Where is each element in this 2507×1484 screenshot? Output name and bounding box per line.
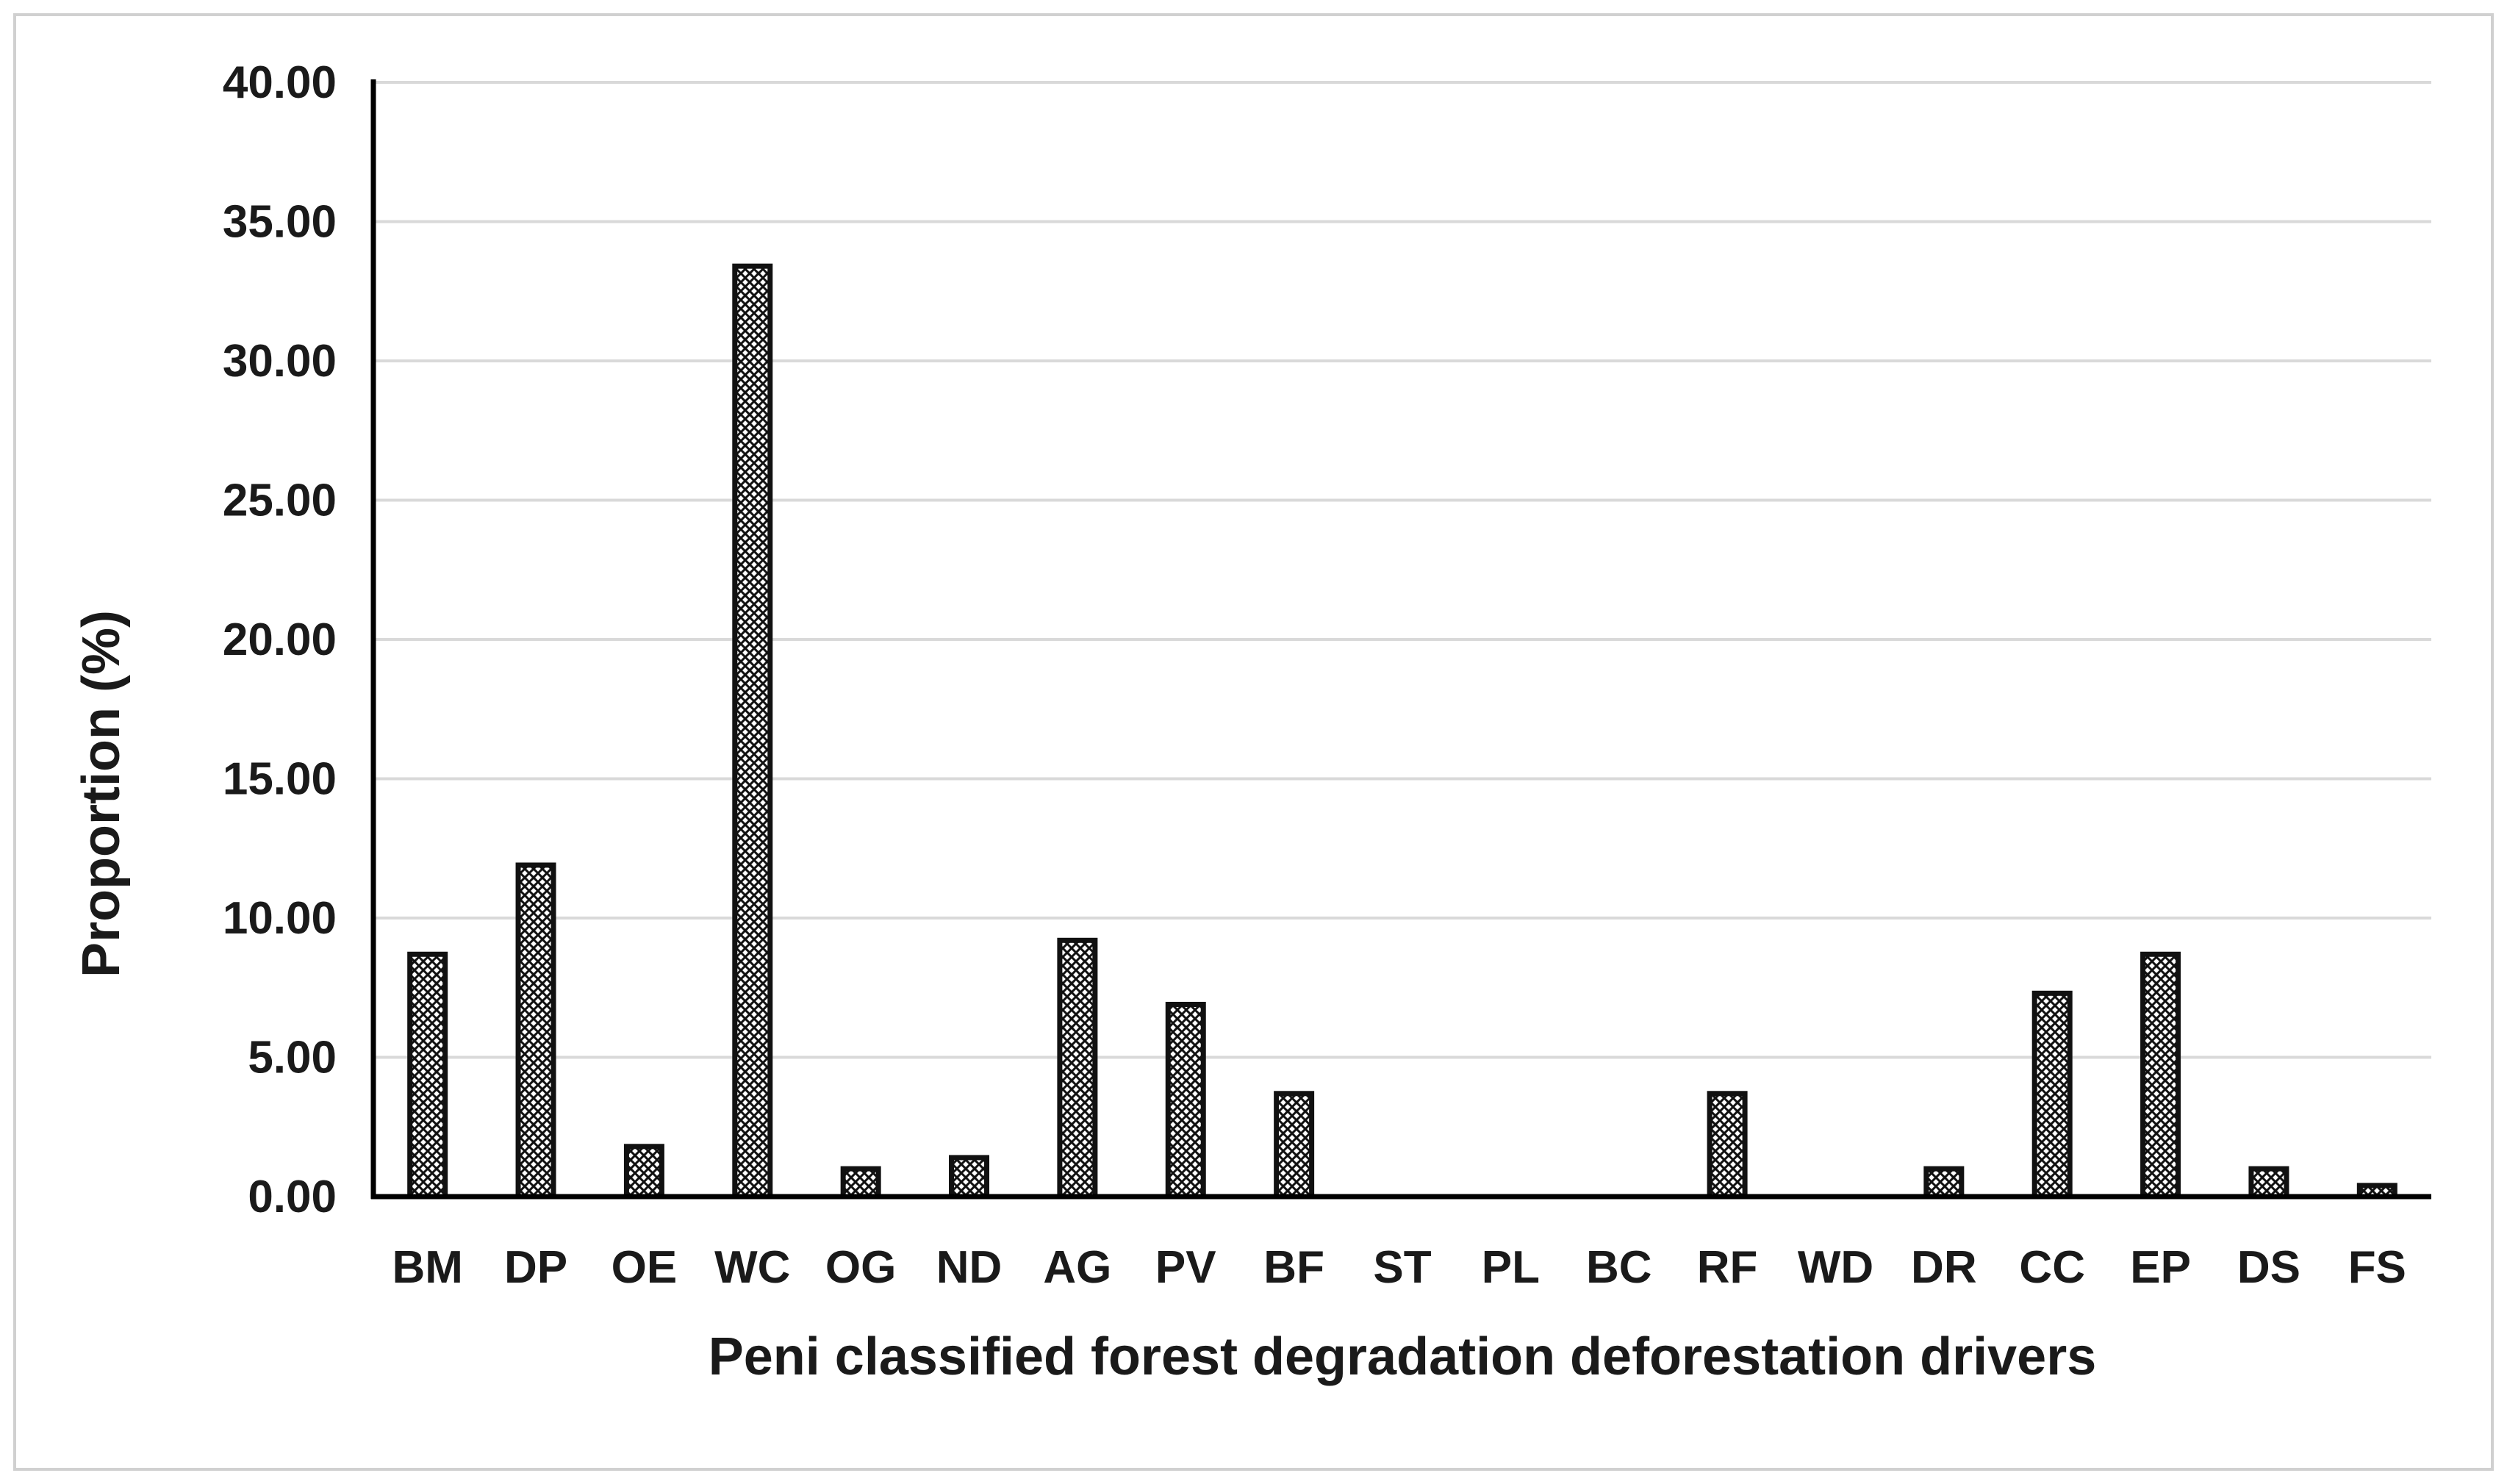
x-tick-label: OG: [825, 1242, 896, 1293]
x-axis-title: Peni classified forest degradation defor…: [709, 1327, 2097, 1386]
x-tick-label: AG: [1043, 1242, 1111, 1293]
x-tick-label: RF: [1697, 1242, 1758, 1293]
bar-ds: [2248, 1166, 2289, 1200]
x-tick-label: ND: [936, 1242, 1003, 1293]
x-tick-labels: BM DP OE WC OG ND AG PV BF ST PL BC RF WD DR CC EP DS FS: [392, 1242, 2406, 1293]
y-tick-label: 20.00: [223, 614, 337, 665]
y-tick-label: 35.00: [223, 197, 337, 248]
x-tick-label: PV: [1155, 1242, 1216, 1293]
chart-frame: [13, 13, 2494, 1471]
y-tick-label: 0.00: [248, 1172, 337, 1222]
y-tick-label: 15.00: [223, 754, 337, 805]
x-tick-label: ST: [1373, 1242, 1431, 1293]
y-tick-label: 25.00: [223, 476, 337, 526]
y-tick-label: 10.00: [223, 893, 337, 944]
x-tick-label: DS: [2237, 1242, 2300, 1293]
y-axis-title: Proportion (%): [72, 610, 131, 978]
bars: [407, 263, 2397, 1200]
x-tick-label: DP: [504, 1242, 567, 1293]
bar-og: [840, 1166, 881, 1200]
x-tick-label: WD: [1798, 1242, 1873, 1293]
x-tick-label: OE: [611, 1242, 678, 1293]
bar-bf: [1274, 1091, 1315, 1200]
x-tick-label: BC: [1586, 1242, 1652, 1293]
bar-oe: [623, 1144, 664, 1200]
bar-nd: [949, 1155, 990, 1200]
bar-bm: [407, 951, 448, 1200]
gridlines: [373, 81, 2431, 1059]
x-tick-label: EP: [2130, 1242, 2191, 1293]
axes: [370, 79, 2431, 1200]
x-tick-label: DR: [1911, 1242, 1977, 1293]
bar-ag: [1057, 937, 1098, 1200]
bar-dp: [515, 862, 556, 1200]
bar-wc: [732, 263, 773, 1200]
bar-cc: [2031, 990, 2073, 1200]
bar-pv: [1165, 1001, 1206, 1200]
x-tick-label: WC: [714, 1242, 790, 1293]
x-tick-label: BM: [392, 1242, 462, 1293]
y-tick-label: 5.00: [248, 1033, 337, 1083]
x-tick-label: FS: [2348, 1242, 2406, 1293]
y-tick-label: 40.00: [223, 57, 337, 108]
bar-rf: [1707, 1091, 1748, 1200]
x-tick-label: PL: [1482, 1242, 1540, 1293]
x-tick-label: BF: [1263, 1242, 1324, 1293]
y-tick-labels: 0.00 5.00 10.00 15.00 20.00 25.00 30.00 35.00 40…: [223, 57, 337, 1222]
bar-dr: [1923, 1166, 1965, 1200]
x-tick-label: CC: [2019, 1242, 2085, 1293]
y-tick-label: 30.00: [223, 336, 337, 387]
bar-ep: [2140, 951, 2181, 1200]
